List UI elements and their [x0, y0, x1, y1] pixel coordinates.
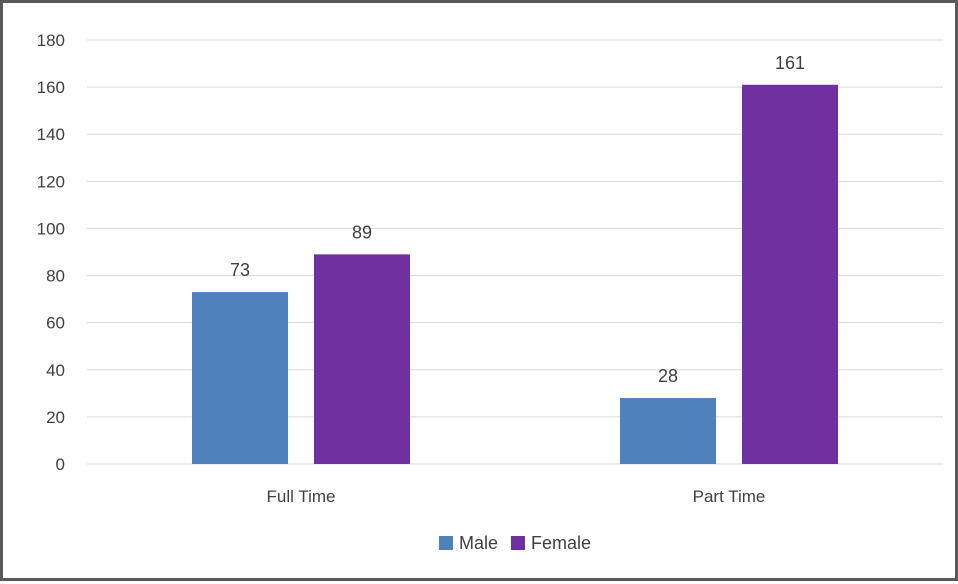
y-tick-label: 120	[37, 172, 65, 191]
legend: Male Female	[439, 533, 591, 553]
legend-item-male: Male	[439, 533, 498, 553]
y-tick-label: 0	[56, 455, 65, 474]
legend-label: Female	[531, 533, 591, 553]
y-axis-ticks: 0 20 40 60 80 100 120 140 160 180	[37, 31, 65, 474]
bar-female-part-time	[742, 84, 838, 464]
legend-swatch-female	[511, 536, 525, 550]
y-tick-label: 180	[37, 31, 65, 50]
x-category-label: Full Time	[267, 487, 336, 506]
bars	[192, 84, 838, 464]
data-labels: 73 89 28 161	[230, 53, 805, 386]
bar-chart: 0 20 40 60 80 100 120 140 160 180 73 89 28 161 Full …	[37, 31, 943, 553]
x-axis-categories: Full Time Part Time	[267, 487, 766, 506]
data-label: 161	[775, 53, 805, 73]
legend-label: Male	[459, 533, 498, 553]
bar-female-full-time	[314, 254, 410, 464]
x-category-label: Part Time	[693, 487, 766, 506]
legend-item-female: Female	[511, 533, 591, 553]
bar-male-part-time	[620, 398, 716, 464]
data-label: 28	[658, 366, 678, 386]
y-tick-label: 100	[37, 219, 65, 238]
y-tick-label: 60	[46, 314, 65, 333]
y-tick-label: 140	[37, 125, 65, 144]
y-tick-label: 80	[46, 267, 65, 286]
legend-swatch-male	[439, 536, 453, 550]
y-tick-label: 20	[46, 408, 65, 427]
y-tick-label: 40	[46, 361, 65, 380]
data-label: 73	[230, 260, 250, 280]
bar-male-full-time	[192, 292, 288, 464]
data-label: 89	[352, 222, 372, 242]
y-tick-label: 160	[37, 78, 65, 97]
